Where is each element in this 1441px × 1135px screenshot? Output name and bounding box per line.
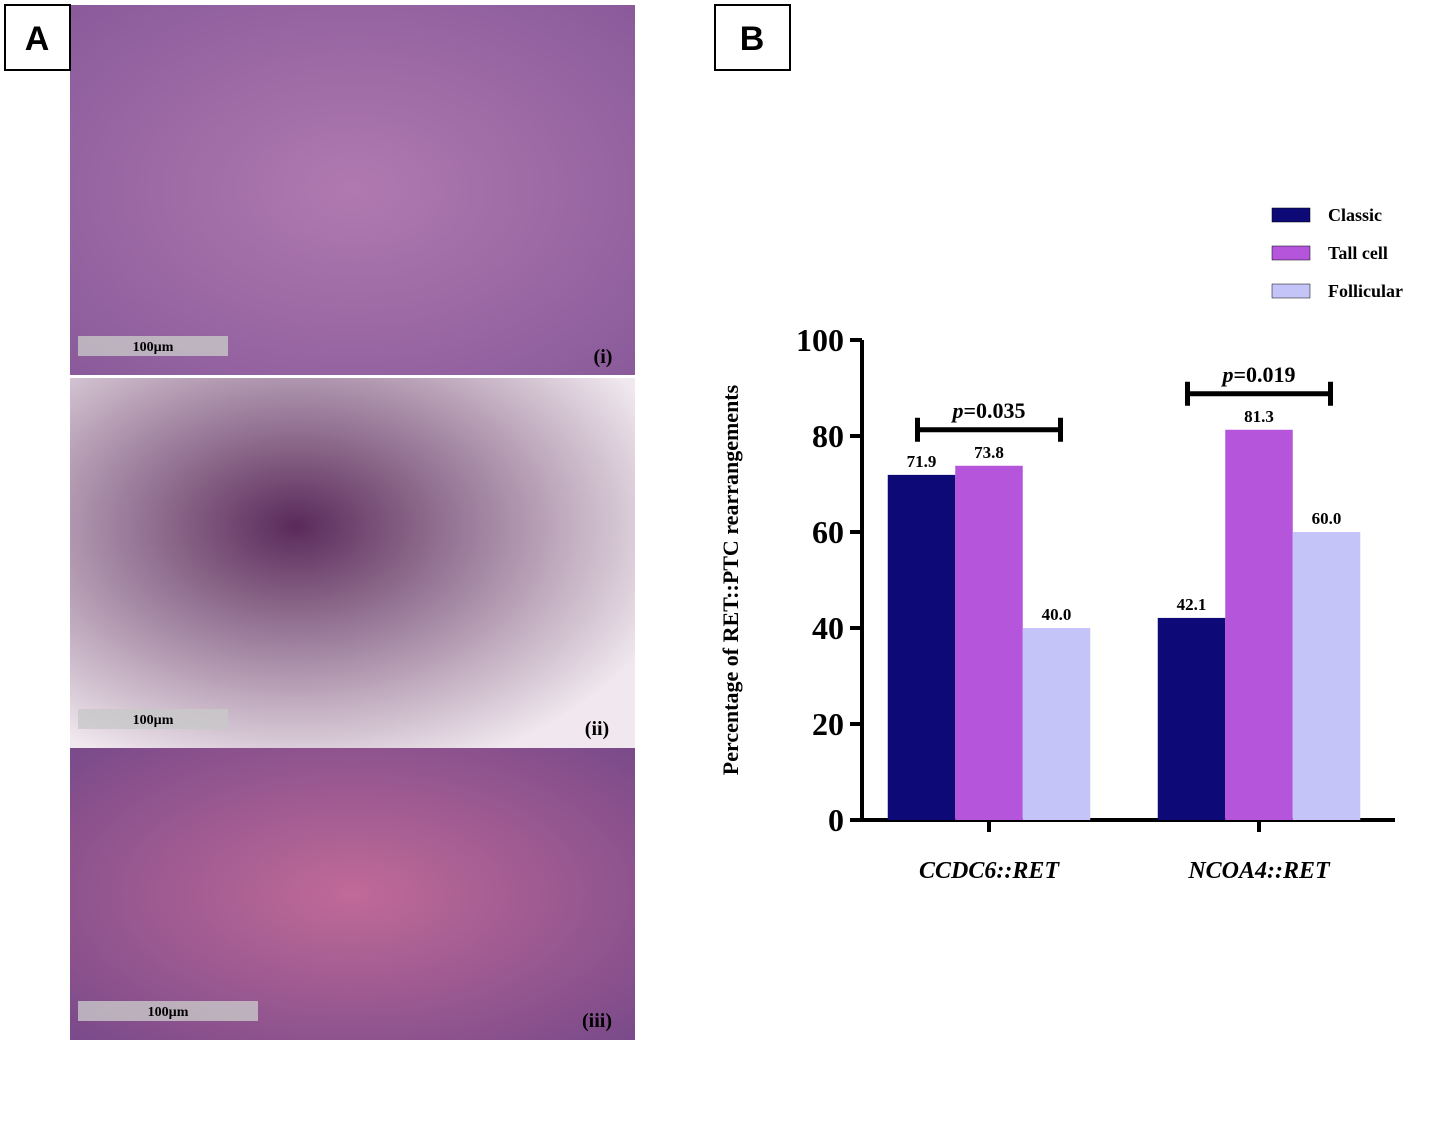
- x-tick-label: NCOA4::RET: [1187, 858, 1331, 884]
- y-tick-label: 40: [812, 610, 844, 646]
- y-tick-label: 20: [812, 706, 844, 742]
- bar: [955, 465, 1023, 820]
- y-tick-label: 80: [812, 418, 844, 454]
- legend-swatch: [1271, 245, 1311, 261]
- y-tick-label: 100: [796, 322, 844, 358]
- legend-swatch: [1271, 207, 1311, 223]
- panel-box: [4, 4, 71, 71]
- value-label: 60.0: [1312, 509, 1342, 528]
- scale-label: 100µm: [133, 713, 174, 728]
- scale-bar: [78, 336, 228, 356]
- value-label: 73.8: [974, 443, 1004, 462]
- bar: [1157, 617, 1226, 820]
- scale-label: 100µm: [148, 1005, 189, 1020]
- bar: [887, 474, 956, 820]
- image-label: (iii): [582, 1010, 612, 1032]
- value-label: 40.0: [1042, 605, 1072, 624]
- bar: [1022, 628, 1091, 820]
- image-label: (ii): [585, 718, 609, 740]
- value-label: 42.1: [1177, 595, 1207, 614]
- x-tick-label: CCDC6::RET: [919, 858, 1060, 884]
- panel-label: A: [25, 20, 50, 58]
- y-tick-label: 0: [828, 802, 844, 838]
- histology-image: [70, 378, 635, 748]
- value-label: 71.9: [907, 452, 937, 471]
- panel-label: B: [740, 20, 765, 58]
- legend-swatch: [1271, 283, 1311, 299]
- histology-image: [70, 748, 635, 1040]
- legend-label: Tall cell: [1328, 243, 1388, 263]
- bar: [1292, 532, 1361, 820]
- panel-a: 100µm 100µm 100µm (i) (ii) (iii) A: [4, 4, 635, 1040]
- annotation: p=0.035: [950, 398, 1025, 423]
- scale-label: 100µm: [133, 340, 174, 355]
- bar: [1225, 429, 1293, 820]
- histology-image: [70, 5, 635, 375]
- image-label: (i): [594, 346, 613, 368]
- annotation: p=0.019: [1220, 362, 1295, 387]
- legend-label: Classic: [1328, 205, 1382, 225]
- value-label: 81.3: [1244, 407, 1274, 426]
- y-axis-label: Percentage of RET::PTC rearrangements: [718, 384, 743, 775]
- panel-box: [714, 4, 791, 71]
- scale-bar: [78, 709, 228, 729]
- y-tick-label: 60: [812, 514, 844, 550]
- scale-bar: [78, 1001, 258, 1021]
- legend-label: Follicular: [1328, 281, 1403, 301]
